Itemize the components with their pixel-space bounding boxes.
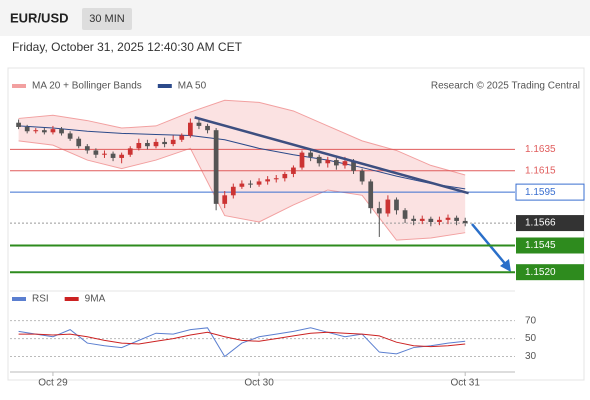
candle-body <box>127 148 133 155</box>
level-label-box <box>515 183 585 201</box>
candle-body <box>67 133 73 139</box>
projection-arrowhead <box>500 259 511 272</box>
legend-swatch <box>12 84 26 88</box>
candle-body <box>50 129 56 133</box>
candle-body <box>179 135 185 140</box>
candle-body <box>437 219 442 223</box>
candle-body <box>196 122 202 126</box>
candle-body <box>291 167 296 174</box>
candle-body <box>402 210 408 219</box>
candle-body <box>394 199 399 211</box>
level-label-box <box>516 237 584 254</box>
level-label: 1.1635 <box>525 144 556 155</box>
candle-body <box>230 186 236 196</box>
legend-label: RSI <box>32 294 49 305</box>
y-tick-label: 50 <box>525 333 537 344</box>
candle-body <box>325 160 331 164</box>
level-label: 1.1545 <box>525 240 556 251</box>
candle-body <box>462 220 468 224</box>
legend-swatch <box>12 297 26 301</box>
candle-body <box>273 178 279 180</box>
x-tick-label: Oct 29 <box>38 378 68 389</box>
candle-body <box>213 130 219 204</box>
candle-body <box>265 179 271 182</box>
candle-body <box>136 142 142 149</box>
timeframe: 30 MIN <box>89 13 125 25</box>
trendline <box>194 116 469 195</box>
level-label-box <box>516 215 584 232</box>
legend-label: 9MA <box>85 294 106 305</box>
legend-label: MA 50 <box>178 81 207 92</box>
candle-body <box>368 181 374 209</box>
candle-body <box>222 195 228 204</box>
source: Research © 2025 Trading Central <box>431 81 580 92</box>
candle-body <box>153 141 159 147</box>
candle-body <box>428 218 434 223</box>
candle-body <box>145 142 150 147</box>
candle-body <box>316 156 322 164</box>
candle-body <box>102 153 107 155</box>
legend-swatch <box>64 297 79 301</box>
candle-body <box>205 125 210 131</box>
candle-body <box>385 199 391 214</box>
series-line <box>18 331 466 348</box>
candle-body <box>333 160 339 166</box>
bollinger-lower <box>18 140 466 241</box>
symbol: EUR/USD <box>10 10 69 25</box>
level-label: 1.1520 <box>525 267 556 278</box>
candle-body <box>119 154 125 158</box>
candle-body <box>342 161 348 166</box>
datetime: Friday, October 31, 2025 12:40:30 AM CET <box>12 40 243 54</box>
candle-body <box>308 152 313 157</box>
y-tick-label: 30 <box>525 351 537 362</box>
series-line <box>18 327 466 358</box>
candle-body <box>454 217 459 221</box>
legend-label: MA 20 + Bollinger Bands <box>32 81 142 92</box>
x-tick-label: Oct 30 <box>244 378 274 389</box>
ma-line <box>18 125 466 190</box>
candle-body <box>41 130 47 133</box>
candle-body <box>351 161 356 171</box>
candle-body <box>110 153 116 158</box>
bollinger-upper <box>18 99 466 176</box>
candle-body <box>76 138 82 147</box>
candle-body <box>376 208 382 214</box>
level-label: 1.1595 <box>525 187 556 198</box>
candle-body <box>411 218 417 221</box>
legend-swatch <box>157 84 172 88</box>
candle-body <box>170 139 176 145</box>
candle-body <box>282 173 288 179</box>
level-label: 1.1566 <box>525 218 556 229</box>
y-tick-label: 70 <box>525 315 537 326</box>
candle-body <box>445 217 451 220</box>
candle-body <box>93 150 99 155</box>
candle-body <box>162 141 167 145</box>
candle-body <box>239 183 245 187</box>
candle-body <box>33 130 39 132</box>
candle-body <box>299 152 305 168</box>
level-label: 1.1615 <box>525 165 556 176</box>
candle-body <box>16 122 21 127</box>
x-tick-label: Oct 31 <box>450 378 480 389</box>
timeframe-button[interactable] <box>82 8 132 30</box>
candle-body <box>187 122 193 136</box>
candle-body <box>419 218 425 221</box>
level-label-box <box>516 264 584 281</box>
candle-body <box>359 170 365 182</box>
candle-body <box>84 146 90 151</box>
candle-body <box>59 129 64 134</box>
candle-body <box>256 181 262 185</box>
candle-body <box>248 183 253 185</box>
bollinger-band <box>18 100 466 241</box>
candle-body <box>24 126 30 132</box>
